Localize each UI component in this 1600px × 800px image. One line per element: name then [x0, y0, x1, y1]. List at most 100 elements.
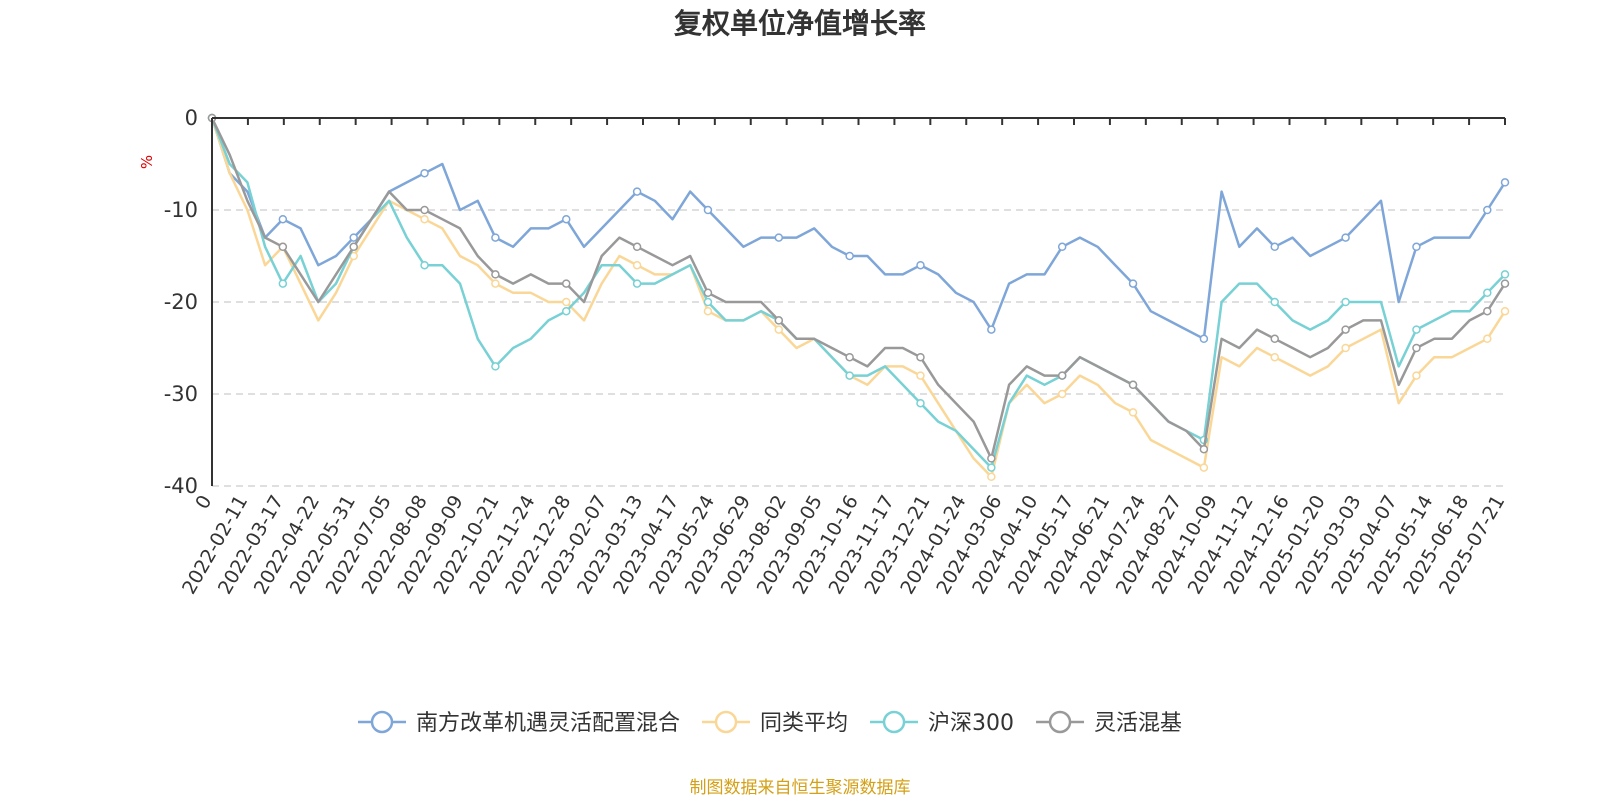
- series-line: [210, 117, 1507, 341]
- data-point: [1199, 463, 1209, 472]
- data-point: [1057, 389, 1067, 399]
- data-point: [703, 306, 713, 316]
- series-3: [207, 113, 1510, 463]
- data-point: [420, 168, 429, 178]
- data-point: [420, 205, 429, 215]
- data-point: [703, 288, 713, 298]
- series-layer: [207, 113, 1510, 482]
- data-point: [1057, 371, 1067, 380]
- data-point: [1341, 343, 1350, 353]
- data-point: [561, 214, 571, 224]
- data-point: [491, 362, 500, 371]
- data-point: [774, 316, 784, 325]
- data-point: [916, 260, 925, 270]
- y-tick-label: -10: [164, 198, 198, 222]
- data-point: [1270, 242, 1279, 252]
- data-point: [561, 306, 571, 316]
- series-line: [210, 117, 1507, 460]
- data-point: [1500, 178, 1510, 187]
- data-point: [1500, 306, 1510, 316]
- x-tick-label: 0: [191, 492, 216, 513]
- data-point: [420, 260, 429, 270]
- legend-item[interactable]: 灵活混基: [1036, 710, 1182, 736]
- data-point: [632, 279, 642, 288]
- data-point: [916, 352, 925, 362]
- data-point: [1500, 279, 1510, 288]
- data-point: [845, 352, 854, 362]
- data-point: [1341, 325, 1350, 334]
- data-point: [1341, 233, 1350, 242]
- data-point: [1483, 288, 1492, 298]
- data-point: [1483, 334, 1492, 344]
- data-point: [1128, 408, 1138, 417]
- series-2: [207, 113, 1510, 472]
- data-point: [1199, 444, 1209, 454]
- legend-marker-icon: [882, 710, 906, 734]
- data-point: [1128, 279, 1138, 288]
- x-tick-labels: 02022-02-112022-03-172022-04-222022-05-3…: [178, 491, 1509, 598]
- axis-layer: [211, 117, 1506, 486]
- data-point: [349, 233, 358, 242]
- series-line: [210, 117, 1506, 469]
- data-point: [1270, 297, 1279, 307]
- legend-item[interactable]: 沪深300: [870, 710, 1014, 736]
- data-point: [774, 233, 784, 242]
- data-point: [632, 260, 642, 270]
- data-point: [1412, 242, 1421, 252]
- data-source-note: 制图数据来自恒生聚源数据库: [690, 778, 911, 798]
- data-point: [491, 270, 500, 279]
- data-point: [491, 279, 500, 288]
- series-1: [207, 113, 1510, 482]
- legend-label: 沪深300: [928, 711, 1014, 736]
- data-point: [1483, 306, 1492, 316]
- data-point: [1270, 334, 1279, 344]
- y-axis-unit: %: [138, 155, 156, 169]
- data-point: [1412, 343, 1421, 353]
- legend-item[interactable]: 同类平均: [702, 710, 848, 736]
- y-tick-label: 0: [185, 106, 198, 130]
- data-point: [916, 398, 925, 408]
- legend-marker-icon: [1048, 710, 1072, 734]
- chart-title: 复权单位净值增长率: [674, 7, 926, 40]
- y-tick-labels: 0 -10 -20 -30 -40: [164, 106, 198, 498]
- data-point: [845, 251, 854, 261]
- legend-label: 灵活混基: [1094, 711, 1182, 736]
- data-point: [278, 214, 288, 224]
- data-point: [1341, 297, 1350, 307]
- data-point: [1057, 242, 1067, 252]
- legend-marker-icon: [714, 710, 738, 734]
- data-point: [987, 454, 996, 463]
- data-point: [561, 297, 571, 307]
- data-point: [561, 279, 571, 288]
- grid-layer: [212, 209, 1505, 487]
- data-point: [845, 371, 854, 380]
- data-point: [1128, 380, 1138, 390]
- data-point: [916, 371, 925, 380]
- data-point: [349, 242, 358, 252]
- data-point: [987, 463, 996, 472]
- y-tick-label: -40: [164, 474, 198, 498]
- series-0: [207, 113, 1510, 344]
- legend[interactable]: 南方改革机遇灵活配置混合 同类平均 沪深300 灵活混基: [358, 710, 1182, 736]
- data-point: [278, 242, 288, 252]
- data-point: [420, 214, 429, 224]
- legend-item[interactable]: 南方改革机遇灵活配置混合: [358, 710, 680, 736]
- data-point: [1483, 205, 1492, 215]
- y-tick-label: -20: [164, 290, 198, 314]
- data-point: [703, 297, 713, 307]
- legend-marker-icon: [370, 710, 394, 734]
- legend-label: 同类平均: [760, 711, 848, 736]
- data-point: [987, 325, 996, 334]
- data-point: [1412, 325, 1421, 334]
- data-point: [632, 242, 642, 252]
- legend-label: 南方改革机遇灵活配置混合: [416, 711, 680, 736]
- data-point: [632, 187, 642, 196]
- data-point: [278, 279, 288, 288]
- data-point: [1412, 371, 1421, 380]
- data-point: [703, 205, 713, 215]
- series-line: [210, 117, 1507, 479]
- y-tick-label: -30: [164, 382, 198, 406]
- data-point: [1500, 270, 1510, 279]
- data-point: [987, 472, 996, 482]
